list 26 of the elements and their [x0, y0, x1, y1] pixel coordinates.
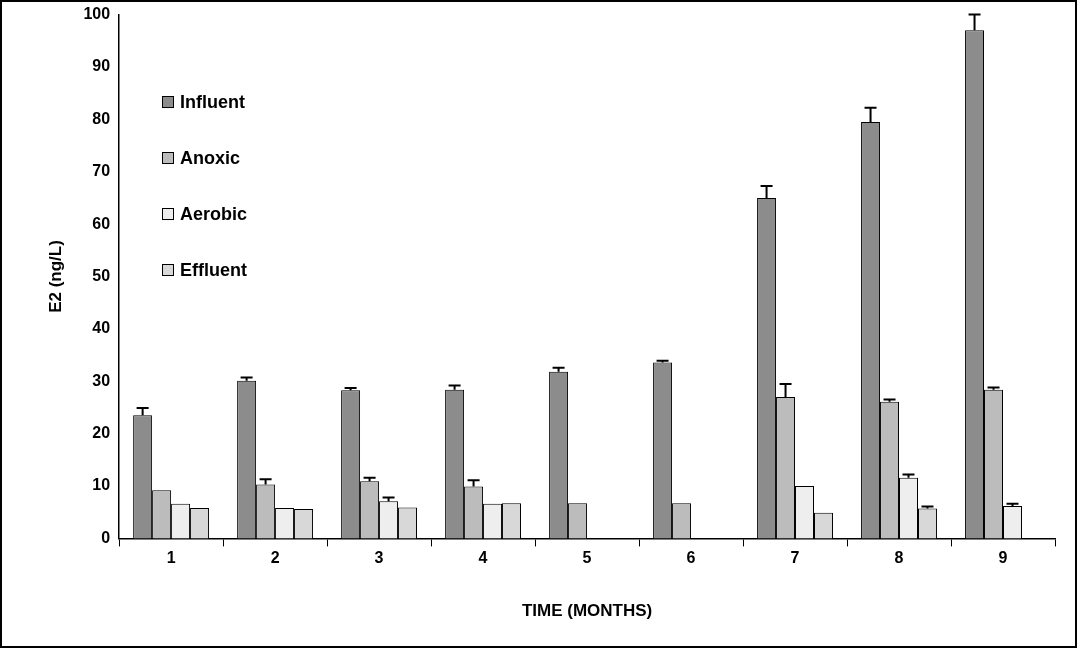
x-tick-label: 2 [270, 549, 280, 567]
y-tick-label: 60 [92, 214, 111, 232]
y-tick-label: 90 [92, 57, 111, 75]
x-tick-label: 3 [374, 549, 384, 567]
y-tick-label: 50 [92, 266, 111, 284]
y-tick-label: 100 [83, 5, 111, 23]
x-axis-title: TIME (MONTHS) [521, 601, 653, 621]
y-tick-label: 10 [92, 476, 111, 494]
x-tick-label: 6 [686, 549, 696, 567]
x-tick-label: 4 [478, 549, 488, 567]
y-tick-label: 20 [92, 424, 111, 442]
x-tick-label: 8 [894, 549, 904, 567]
y-tick-label: 70 [92, 162, 111, 180]
x-tick-label: 7 [790, 549, 800, 567]
y-tick-label: 30 [92, 371, 111, 389]
legend-label: Effluent [180, 259, 247, 281]
y-tick-label: 80 [92, 109, 111, 127]
legend-label: Anoxic [180, 147, 241, 169]
legend-label: Aerobic [180, 203, 248, 225]
y-axis-title: E2 (ng/L) [45, 240, 65, 313]
x-tick-label: 9 [998, 549, 1008, 567]
x-tick-label: 5 [582, 549, 592, 567]
x-tick-label: 1 [166, 549, 176, 567]
y-tick-label: 40 [92, 319, 111, 337]
legend-label: Influent [180, 91, 245, 113]
y-tick-label: 0 [101, 528, 111, 546]
